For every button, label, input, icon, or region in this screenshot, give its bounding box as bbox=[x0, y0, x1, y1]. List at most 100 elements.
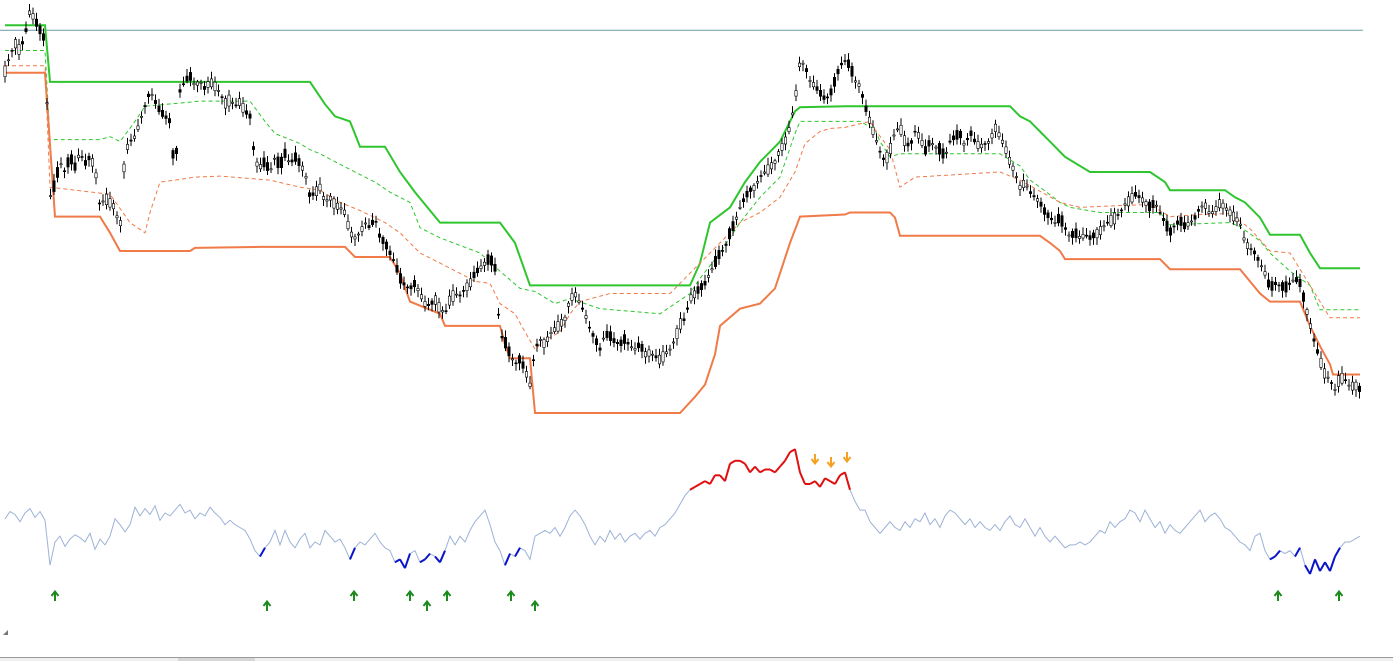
oscillator-overbought-segment bbox=[699, 480, 706, 485]
candle-body-bearish bbox=[507, 346, 511, 357]
candle-body-bullish bbox=[126, 144, 130, 150]
candle-body-bullish bbox=[790, 112, 794, 116]
candle-body-bullish bbox=[1323, 368, 1327, 379]
candle-body-bullish bbox=[563, 316, 567, 322]
candle-body-bearish bbox=[731, 221, 735, 232]
candle-body-bearish bbox=[458, 294, 462, 297]
candle-body-bearish bbox=[622, 334, 626, 344]
candle-body-bearish bbox=[293, 152, 297, 162]
buy-arrow-head bbox=[50, 589, 60, 597]
candle-body-bearish bbox=[713, 256, 717, 267]
candle-body-bullish bbox=[1214, 206, 1218, 212]
candle-body-bullish bbox=[997, 132, 1001, 138]
resize-corner-icon[interactable] bbox=[3, 630, 8, 635]
candle-body-bullish bbox=[1235, 217, 1239, 222]
oscillator-overbought-segment bbox=[834, 474, 841, 485]
candle-body-bullish bbox=[934, 146, 938, 149]
candle-body-bearish bbox=[717, 250, 721, 259]
candle-body-bullish bbox=[227, 94, 231, 107]
candle-body-bearish bbox=[1071, 231, 1075, 238]
candle-body-bearish bbox=[1120, 209, 1124, 212]
candle-body-bullish bbox=[231, 102, 235, 104]
candle-body-bearish bbox=[1277, 284, 1281, 287]
candle-body-bullish bbox=[1204, 202, 1208, 209]
candle-body-bullish bbox=[342, 209, 346, 215]
candle-body-bearish bbox=[829, 88, 833, 96]
candle-body-bearish bbox=[521, 361, 525, 369]
candle-body-bearish bbox=[745, 191, 749, 198]
buy-arrow-head bbox=[422, 599, 432, 607]
buy-arrow-head bbox=[442, 589, 452, 597]
candle-body-bearish bbox=[636, 342, 640, 349]
candle-body-bearish bbox=[832, 77, 836, 87]
candle-body-bullish bbox=[1309, 323, 1313, 329]
candle-body-bullish bbox=[447, 295, 451, 306]
candle-body-bearish bbox=[615, 341, 619, 344]
candle-body-bullish bbox=[465, 282, 469, 291]
buy-arrow-icon bbox=[262, 599, 272, 611]
candle-body-bearish bbox=[972, 138, 976, 143]
candle-body-bearish bbox=[906, 142, 910, 147]
candle-body-bullish bbox=[269, 168, 273, 171]
oscillator-oversold-segment bbox=[1274, 550, 1281, 558]
candle-body-bullish bbox=[797, 62, 801, 67]
oscillator-overbought-segment bbox=[799, 472, 806, 485]
candle-body-bearish bbox=[461, 290, 465, 292]
candle-body-bearish bbox=[430, 300, 434, 305]
candle-body-bearish bbox=[1172, 225, 1176, 228]
oscillator-oversold-segment bbox=[439, 550, 446, 563]
candle-body-bearish bbox=[1302, 292, 1306, 302]
candle-body-bearish bbox=[1162, 218, 1166, 221]
candle-body-bullish bbox=[1123, 203, 1127, 206]
oscillator-oversold-segment bbox=[1294, 547, 1301, 557]
candle-body-bearish bbox=[1116, 214, 1120, 216]
candle-body-bullish bbox=[738, 207, 742, 209]
candle-body-bearish bbox=[161, 110, 165, 117]
candle-body-bearish bbox=[129, 139, 133, 142]
candle-body-bearish bbox=[1179, 216, 1183, 226]
candle-body-bearish bbox=[958, 130, 962, 139]
candle-body-bullish bbox=[661, 351, 665, 363]
candle-body-bullish bbox=[899, 125, 903, 135]
candle-body-bullish bbox=[353, 236, 357, 240]
candle-body-bullish bbox=[888, 143, 892, 155]
oscillator-overbought-segment bbox=[709, 474, 716, 485]
candle-body-bullish bbox=[930, 143, 934, 146]
candle-body-bearish bbox=[699, 283, 703, 290]
candle-body-bearish bbox=[381, 237, 385, 244]
candle-body-bearish bbox=[402, 282, 406, 286]
candle-body-bearish bbox=[220, 96, 224, 98]
candle-body-bullish bbox=[206, 81, 210, 88]
candle-body-bullish bbox=[678, 318, 682, 330]
candle-body-bullish bbox=[451, 290, 455, 302]
candle-body-bullish bbox=[787, 127, 791, 132]
candle-body-bullish bbox=[986, 141, 990, 144]
oscillator-oversold-segment bbox=[504, 553, 511, 566]
candle-body-bearish bbox=[147, 93, 151, 97]
candle-body-bullish bbox=[545, 336, 549, 342]
candle-body-bearish bbox=[1298, 278, 1302, 287]
candle-body-bearish bbox=[367, 225, 371, 229]
candle-body-bullish bbox=[332, 198, 336, 209]
candle-body-bearish bbox=[619, 339, 623, 346]
candle-body-bearish bbox=[839, 62, 843, 66]
candle-body-bearish bbox=[1193, 215, 1197, 220]
candle-body-bullish bbox=[1018, 185, 1022, 190]
oscillator-panel bbox=[4, 448, 1361, 576]
candle-body-bullish bbox=[304, 176, 308, 179]
buy-arrow-icon bbox=[1273, 589, 1283, 601]
candle-body-bullish bbox=[794, 90, 798, 97]
candle-body-bearish bbox=[1085, 234, 1089, 237]
candle-body-bullish bbox=[115, 215, 119, 219]
candle-body-bullish bbox=[916, 132, 920, 139]
candle-body-bullish bbox=[1021, 180, 1025, 189]
candle-body-bullish bbox=[1263, 271, 1267, 276]
candle-body-bullish bbox=[210, 78, 214, 88]
candle-body-bearish bbox=[1316, 349, 1320, 354]
candle-body-bearish bbox=[608, 331, 612, 341]
horizontal-scrollbar[interactable] bbox=[0, 657, 1393, 661]
candle-body-bullish bbox=[920, 140, 924, 146]
candle-body-bullish bbox=[871, 126, 875, 135]
candle-body-bullish bbox=[437, 302, 441, 313]
